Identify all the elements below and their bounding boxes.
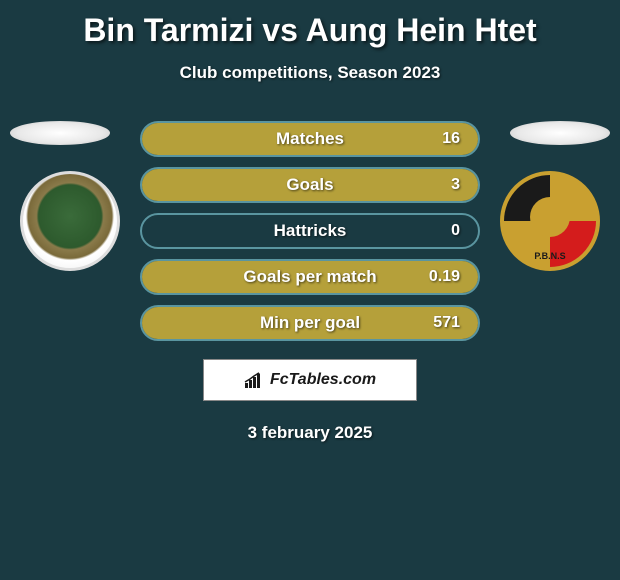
- club-badge-left: [20, 171, 120, 271]
- subtitle: Club competitions, Season 2023: [0, 63, 620, 83]
- spot-right: [510, 121, 610, 145]
- stat-label: Matches: [276, 129, 344, 149]
- stat-label: Min per goal: [260, 313, 360, 333]
- club-badge-right: [500, 171, 600, 271]
- mid-section: Matches 16 Goals 3 Hattricks 0 Goals per match…: [0, 121, 620, 341]
- stat-label: Hattricks: [274, 221, 347, 241]
- brand-text: FcTables.com: [270, 371, 376, 389]
- stats-list: Matches 16 Goals 3 Hattricks 0 Goals per match…: [140, 121, 480, 341]
- stat-value: 3: [451, 176, 460, 194]
- brand-box[interactable]: FcTables.com: [203, 359, 417, 401]
- spot-left: [10, 121, 110, 145]
- chart-icon: [244, 371, 264, 389]
- stat-row: Goals 3: [140, 167, 480, 203]
- stat-row: Hattricks 0: [140, 213, 480, 249]
- stat-value: 0.19: [429, 268, 460, 286]
- stat-row: Matches 16: [140, 121, 480, 157]
- stat-row: Min per goal 571: [140, 305, 480, 341]
- stat-value: 0: [451, 222, 460, 240]
- date-text: 3 february 2025: [0, 423, 620, 443]
- page-title: Bin Tarmizi vs Aung Hein Htet: [0, 12, 620, 49]
- stat-label: Goals: [286, 175, 333, 195]
- stat-label: Goals per match: [243, 267, 376, 287]
- stat-row: Goals per match 0.19: [140, 259, 480, 295]
- stat-value: 16: [442, 130, 460, 148]
- container: Bin Tarmizi vs Aung Hein Htet Club compe…: [0, 0, 620, 443]
- stat-value: 571: [433, 314, 460, 332]
